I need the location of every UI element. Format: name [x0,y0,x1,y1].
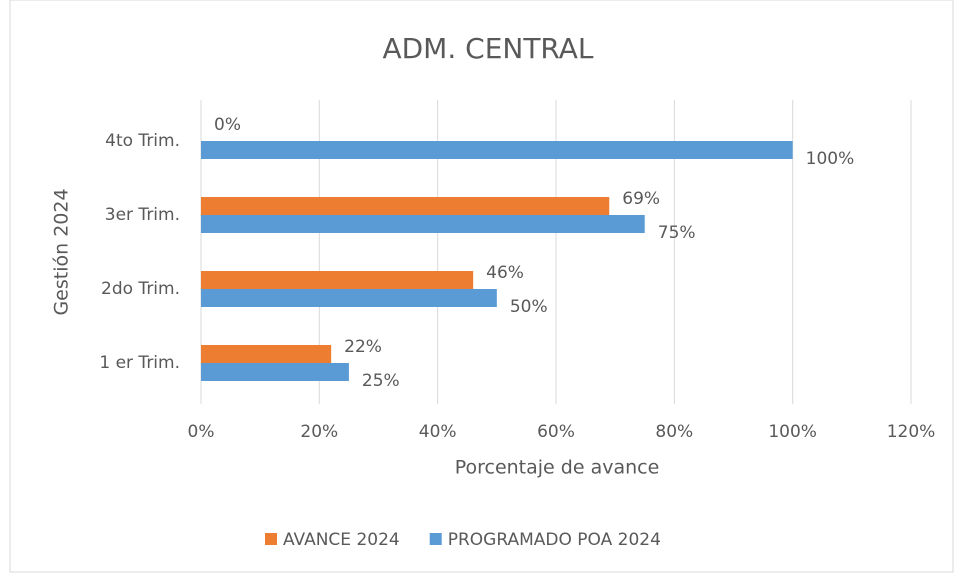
x-tick-label: 0% [188,422,215,442]
y-tick-label: 2do Trim. [101,279,180,299]
y-tick-label: 1 er Trim. [99,353,180,373]
x-tick-label: 120% [887,422,936,442]
x-tick-label: 40% [419,422,457,442]
legend-swatch [429,533,442,545]
y-tick-label: 4to Trim. [105,131,180,151]
x-tick-label: 20% [300,422,338,442]
chart-title: ADM. CENTRAL [382,32,593,65]
bar [201,289,497,307]
legend-swatch [265,533,277,545]
data-label: 25% [362,371,400,391]
x-tick-label: 80% [655,422,693,442]
data-label: 22% [344,337,382,357]
bar [201,363,349,381]
bar [201,215,645,233]
x-axis-label: Porcentaje de avance [455,457,660,479]
chart-frame [9,0,954,573]
bar [201,141,793,159]
x-tick-label: 100% [768,422,817,442]
legend-label: PROGRAMADO POA 2024 [448,530,661,550]
data-label: 50% [510,297,548,317]
bar [201,271,474,289]
bar [201,345,332,363]
data-label: 100% [806,149,855,169]
data-label: 75% [658,223,696,243]
y-tick-label: 3er Trim. [105,205,180,225]
x-tick-label: 60% [537,422,575,442]
data-label: 69% [622,189,660,209]
data-label: 46% [486,263,524,283]
legend-label: AVANCE 2024 [283,530,400,550]
y-axis-label: Gestión 2024 [51,188,73,315]
bar [201,197,610,215]
data-label: 0% [214,115,241,135]
